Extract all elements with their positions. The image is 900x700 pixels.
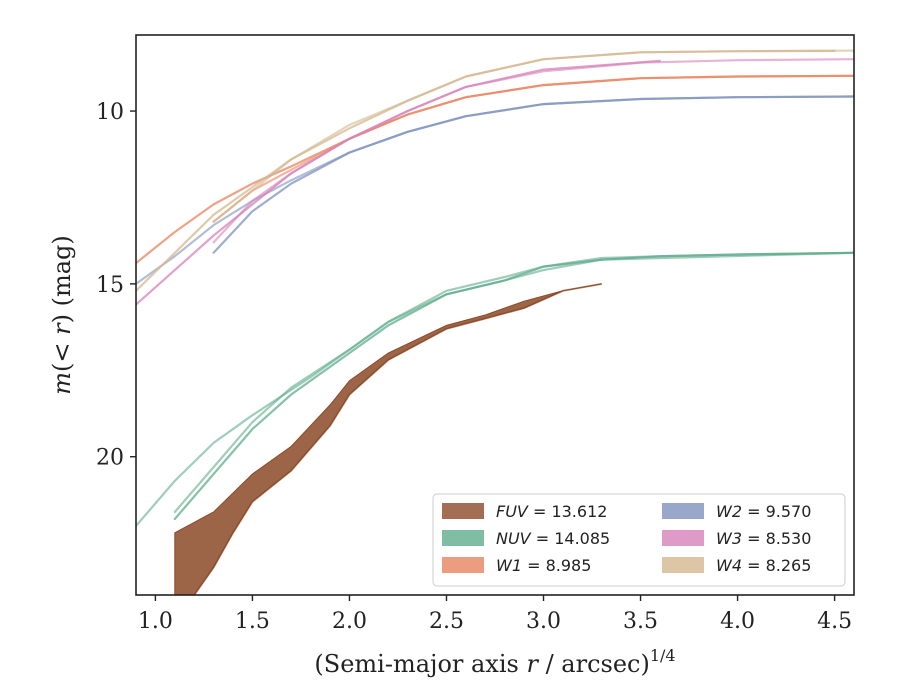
series-w3-line-2 (212, 58, 854, 244)
x-tick-label: 4.5 (817, 609, 852, 634)
legend-swatch-fuv (442, 503, 484, 519)
x-tick-label: 2.0 (332, 609, 367, 634)
legend: FUV = 13.612 NUV = 14.085 W1 = 8.985 W2 = 9… (432, 493, 846, 587)
series-w4-line-2 (212, 49, 854, 223)
legend-swatch-w2 (662, 503, 704, 519)
legend-swatch-nuv (442, 530, 484, 546)
x-tick-label: 3.0 (526, 609, 561, 634)
series-nuv-line-3 (136, 251, 854, 528)
ticks-layer: 1.0 1.5 2.0 2.5 3.0 3.5 4.0 4.5 10 15 20 (96, 100, 852, 634)
y-tick-label: 20 (96, 446, 124, 471)
legend-label-w4: W4 = 8.265 (716, 556, 811, 575)
x-tick-label: 4.0 (720, 609, 755, 634)
legend-swatch-w3 (662, 530, 704, 546)
plot-frame (135, 34, 855, 596)
series-layer (136, 49, 854, 595)
legend-label-fuv: FUV = 13.612 (496, 502, 607, 521)
series-w3-line-1 (136, 59, 662, 306)
series-fuv-line (174, 282, 602, 595)
y-tick-label: 15 (96, 273, 124, 298)
y-axis-title: m(< r) (mag) (48, 235, 76, 395)
legend-box (432, 493, 846, 587)
x-tick-label: 2.5 (429, 609, 464, 634)
series-w1-line-2 (212, 74, 854, 223)
x-tick-label: 1.5 (235, 609, 270, 634)
series-w2-line-2 (136, 95, 854, 285)
legend-label-w1: W1 = 8.985 (496, 556, 591, 575)
legend-swatch-w1 (442, 557, 484, 573)
series-nuv-line-2 (173, 251, 854, 514)
legend-label-w3: W3 = 8.530 (716, 529, 811, 548)
legend-swatch-w4 (662, 557, 704, 573)
y-tick-label: 10 (96, 100, 124, 125)
legend-label-nuv: NUV = 14.085 (496, 529, 610, 548)
legend-label-w2: W2 = 9.570 (716, 502, 811, 521)
series-w2-line-1 (212, 95, 854, 254)
series-w1-line-1 (136, 74, 854, 265)
x-axis-title: (Semi-major axis r / arcsec)1/4 (314, 646, 675, 678)
x-tick-label: 1.0 (138, 609, 173, 634)
x-tick-label: 3.5 (623, 609, 658, 634)
